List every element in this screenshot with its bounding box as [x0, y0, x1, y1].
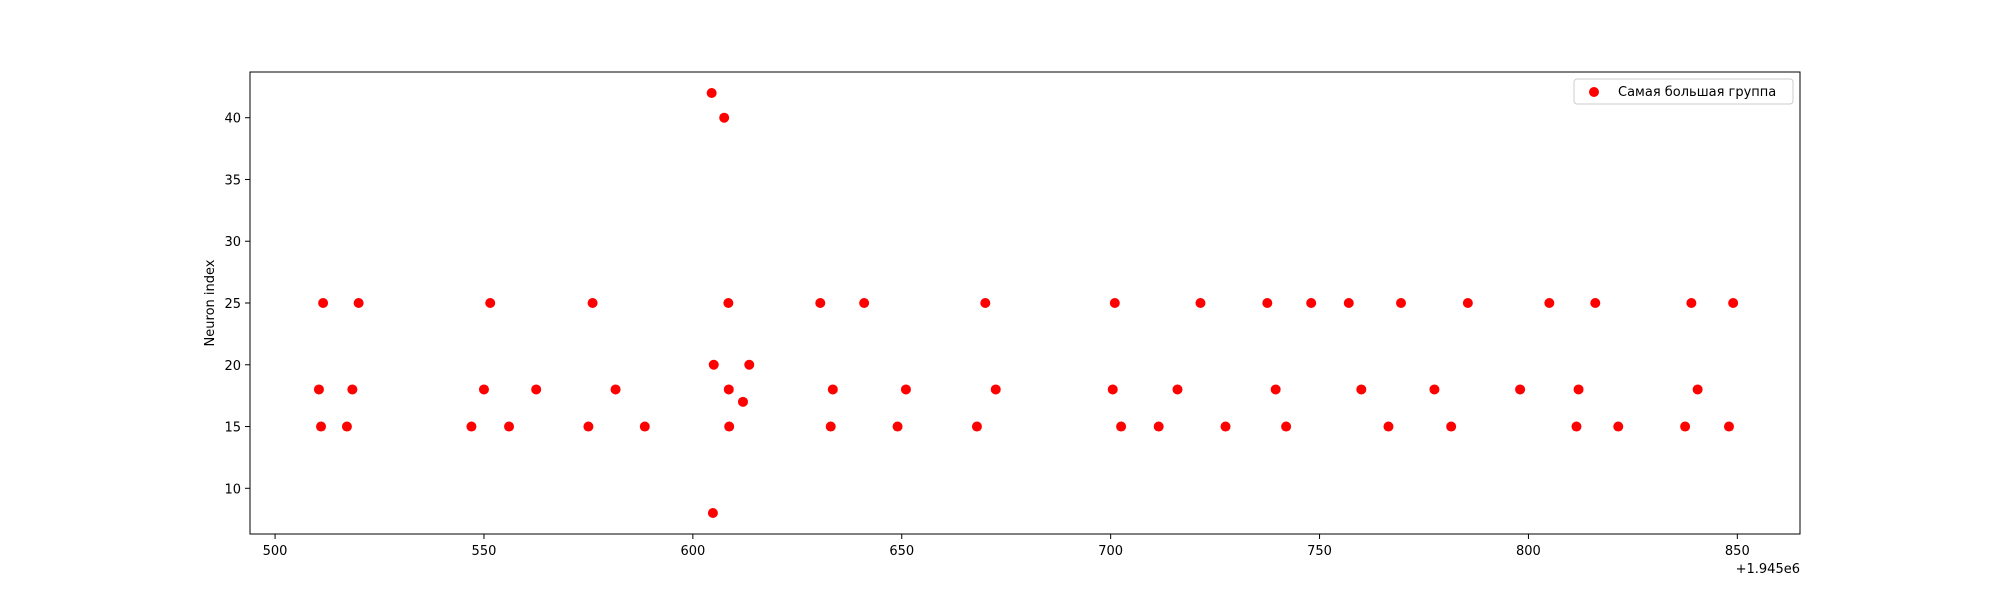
data-point — [1262, 298, 1273, 308]
data-point — [1692, 384, 1703, 395]
data-point — [1153, 421, 1164, 432]
data-point — [478, 384, 489, 395]
data-point — [318, 298, 329, 308]
data-point — [485, 298, 496, 308]
data-point — [1281, 421, 1292, 432]
y-tick-label: 35 — [224, 173, 241, 188]
y-tick-label: 30 — [224, 235, 241, 250]
data-point — [859, 298, 870, 308]
data-point — [504, 421, 515, 432]
data-point — [1356, 384, 1367, 395]
points-layer — [313, 88, 1739, 518]
data-point — [353, 298, 364, 308]
data-point — [1723, 421, 1734, 432]
data-point — [1429, 384, 1440, 395]
x-tick-label: 750 — [1307, 544, 1332, 559]
data-point — [1195, 298, 1206, 308]
data-point — [1396, 298, 1407, 308]
y-tick-label: 20 — [224, 359, 241, 374]
x-tick-label: 500 — [263, 544, 288, 559]
data-point — [316, 421, 327, 432]
data-point — [815, 298, 826, 308]
x-axis-ticks: 500 550 600 650 700 750 800 850 — [263, 534, 1750, 559]
data-point — [827, 384, 838, 395]
data-point — [583, 421, 594, 432]
data-point — [708, 359, 719, 370]
data-point — [990, 384, 1001, 395]
y-tick-label: 15 — [224, 421, 241, 436]
data-point — [1107, 384, 1118, 395]
data-point — [900, 384, 911, 395]
data-point — [1109, 298, 1120, 308]
x-tick-label: 700 — [1098, 544, 1123, 559]
data-point — [1544, 298, 1555, 308]
data-point — [1515, 384, 1526, 395]
y-axis-ticks: 10 15 20 25 30 35 40 — [224, 112, 250, 497]
data-point — [1613, 421, 1624, 432]
data-point — [707, 508, 718, 518]
data-point — [1116, 421, 1127, 432]
data-point — [1686, 298, 1697, 308]
data-point — [1220, 421, 1231, 432]
y-tick-label: 25 — [224, 297, 241, 312]
data-point — [737, 396, 748, 407]
data-point — [313, 384, 324, 395]
data-point — [639, 421, 650, 432]
y-tick-label: 10 — [224, 482, 241, 497]
data-point — [1343, 298, 1354, 308]
data-point — [1270, 384, 1281, 395]
data-point — [347, 384, 358, 395]
legend: Самая большая группа — [1573, 78, 1794, 105]
data-point — [1306, 298, 1317, 308]
data-point — [531, 384, 542, 395]
data-point — [587, 298, 598, 308]
data-point — [1446, 421, 1457, 432]
x-tick-label: 800 — [1516, 544, 1541, 559]
x-tick-label: 850 — [1725, 544, 1750, 559]
data-point — [1680, 421, 1691, 432]
data-point — [723, 384, 734, 395]
data-point — [724, 421, 735, 432]
data-point — [1462, 298, 1473, 308]
data-point — [971, 421, 982, 432]
data-point — [723, 298, 734, 308]
data-point — [1590, 298, 1601, 308]
x-tick-label: 600 — [680, 544, 705, 559]
y-tick-label: 40 — [224, 112, 241, 127]
y-axis-label: Neuron index — [203, 259, 218, 346]
data-point — [825, 421, 836, 432]
data-point — [744, 359, 755, 370]
legend-box — [1573, 78, 1794, 105]
data-point — [610, 384, 621, 395]
data-point — [980, 298, 991, 308]
data-point — [719, 112, 730, 123]
x-tick-label: 650 — [889, 544, 914, 559]
legend-marker — [1589, 87, 1599, 97]
x-tick-label: 550 — [472, 544, 497, 559]
data-point — [466, 421, 477, 432]
data-point — [706, 88, 717, 98]
data-point — [1573, 384, 1584, 395]
data-point — [1383, 421, 1394, 432]
x-axis-offset-label: +1.945e6 — [1736, 562, 1800, 577]
legend-label: Самая большая группа — [1618, 85, 1776, 100]
data-point — [1728, 298, 1739, 308]
data-point — [1571, 421, 1582, 432]
data-point — [1172, 384, 1183, 395]
data-point — [892, 421, 903, 432]
data-point — [341, 421, 352, 432]
